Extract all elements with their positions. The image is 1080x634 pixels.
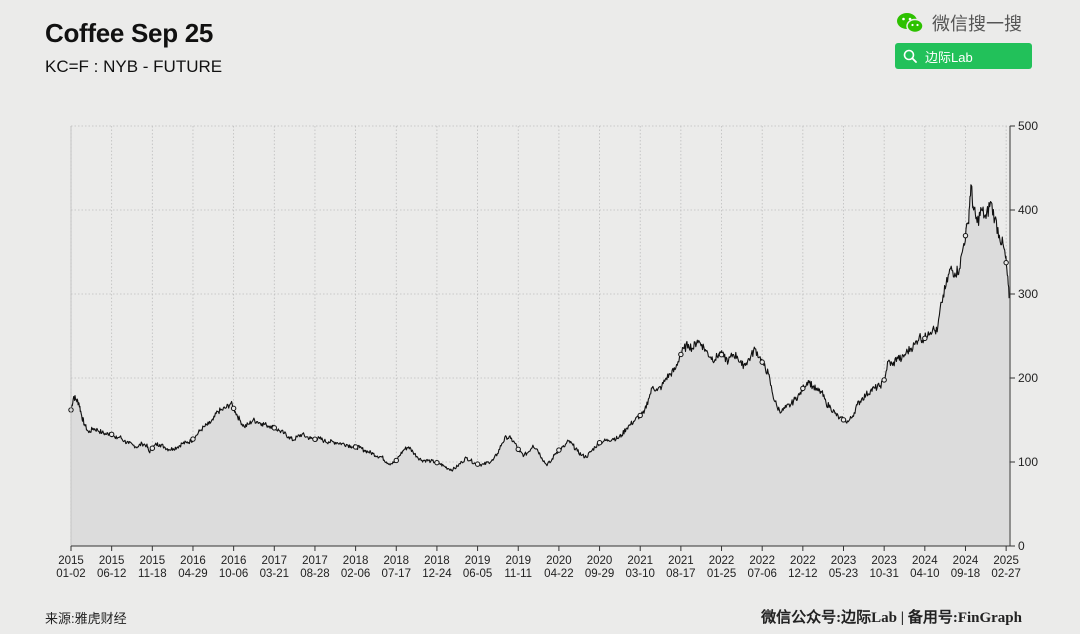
price-marker <box>1003 259 1009 266</box>
price-marker <box>922 335 928 342</box>
search-icon <box>903 49 917 63</box>
x-tick-date: 09-29 <box>585 568 614 580</box>
x-tick-year: 2017 <box>261 555 287 567</box>
wechat-search-text: 边际Lab <box>925 49 973 65</box>
y-tick-label: 100 <box>1018 455 1038 469</box>
x-tick-year: 2022 <box>709 555 735 567</box>
price-marker <box>637 412 643 419</box>
y-tick-label: 500 <box>1018 119 1038 133</box>
x-tick-date: 10-31 <box>869 568 898 580</box>
price-marker <box>759 359 765 365</box>
price-marker <box>515 446 521 453</box>
x-tick-date: 02-06 <box>341 568 370 580</box>
x-tick-year: 2023 <box>871 555 897 567</box>
x-tick-date: 12-24 <box>422 568 452 580</box>
x-tick-year: 2015 <box>140 555 166 567</box>
price-marker <box>190 436 196 442</box>
price-marker <box>271 425 277 431</box>
x-tick-year: 2022 <box>749 555 775 567</box>
x-tick-year: 2021 <box>627 555 653 567</box>
x-tick-date: 05-23 <box>829 568 858 580</box>
x-tick-year: 2016 <box>221 555 247 567</box>
x-tick-year: 2015 <box>58 555 84 567</box>
price-marker <box>718 352 725 358</box>
price-marker <box>596 439 603 446</box>
x-tick-date: 09-18 <box>951 568 980 580</box>
price-marker <box>108 431 115 438</box>
price-marker <box>556 447 562 453</box>
x-tick-year: 2023 <box>831 555 857 567</box>
x-tick-date: 08-28 <box>300 568 329 580</box>
x-tick-year: 2024 <box>912 555 938 567</box>
price-marker <box>840 417 847 423</box>
y-tick-label: 300 <box>1018 287 1038 301</box>
x-tick-date: 02-27 <box>991 568 1020 580</box>
price-marker <box>678 351 684 358</box>
x-tick-year: 2025 <box>993 555 1019 567</box>
x-tick-date: 01-02 <box>56 568 85 580</box>
price-marker <box>434 459 440 466</box>
x-tick-year: 2019 <box>505 555 531 567</box>
price-area-fill <box>71 184 1010 547</box>
x-tick-year: 2021 <box>668 555 694 567</box>
wechat-brand[interactable]: 微信搜一搜 <box>896 10 1022 36</box>
price-chart: 201501-02201506-12201511-18201604-292016… <box>56 119 1038 580</box>
x-tick-date: 12-12 <box>788 568 817 580</box>
price-marker <box>962 232 969 239</box>
chart-area-layer <box>68 184 1010 547</box>
x-tick-date: 01-25 <box>707 568 736 580</box>
credit-note: 微信公众号:边际Lab | 备用号:FinGraph <box>761 610 1022 626</box>
x-tick-year: 2022 <box>790 555 816 567</box>
source-note: 来源:雅虎财经 <box>45 611 127 626</box>
x-tick-year: 2015 <box>99 555 125 567</box>
chart-title: Coffee Sep 25 <box>45 18 214 48</box>
wechat-brand-label: 微信搜一搜 <box>932 14 1022 34</box>
x-tick-date: 07-17 <box>382 568 411 580</box>
x-tick-year: 2020 <box>587 555 613 567</box>
price-marker <box>312 436 318 442</box>
x-tick-year: 2024 <box>953 555 979 567</box>
x-axis-ticks: 201501-02201506-12201511-18201604-292016… <box>56 546 1021 580</box>
price-marker <box>393 457 399 464</box>
price-marker <box>881 377 887 383</box>
x-tick-date: 03-10 <box>626 568 655 580</box>
price-marker <box>800 385 806 392</box>
x-tick-date: 03-21 <box>260 568 289 580</box>
y-axis-ticks: 0 100 200 300 400 500 <box>1010 119 1038 553</box>
x-tick-year: 2018 <box>343 555 369 567</box>
price-marker <box>230 405 237 412</box>
x-tick-date: 04-29 <box>178 568 207 580</box>
y-tick-label: 400 <box>1018 203 1038 217</box>
x-tick-year: 2018 <box>383 555 409 567</box>
x-tick-date: 04-22 <box>544 568 573 580</box>
x-tick-date: 04-10 <box>910 568 939 580</box>
x-tick-date: 11-11 <box>504 568 532 580</box>
y-tick-label: 0 <box>1018 539 1025 553</box>
x-tick-date: 11-18 <box>138 568 167 580</box>
wechat-search-button[interactable]: 边际Lab <box>895 43 1032 69</box>
chart-axes <box>70 126 1011 547</box>
x-tick-date: 08-17 <box>666 568 695 580</box>
x-tick-year: 2018 <box>424 555 450 567</box>
wechat-icon <box>897 13 924 34</box>
y-tick-label: 200 <box>1018 371 1038 385</box>
x-tick-date: 10-06 <box>219 568 248 580</box>
x-tick-year: 2017 <box>302 555 328 567</box>
price-marker <box>352 444 359 450</box>
x-tick-date: 06-12 <box>97 568 126 580</box>
price-line <box>70 184 1010 472</box>
price-marker <box>149 445 156 451</box>
x-tick-year: 2020 <box>546 555 572 567</box>
price-marker <box>474 461 481 467</box>
x-tick-year: 2019 <box>465 555 491 567</box>
ticker-subtitle: KC=F : NYB - FUTURE <box>45 57 223 76</box>
x-tick-date: 06-05 <box>463 568 492 580</box>
x-tick-year: 2016 <box>180 555 206 567</box>
x-tick-date: 07-06 <box>747 568 776 580</box>
